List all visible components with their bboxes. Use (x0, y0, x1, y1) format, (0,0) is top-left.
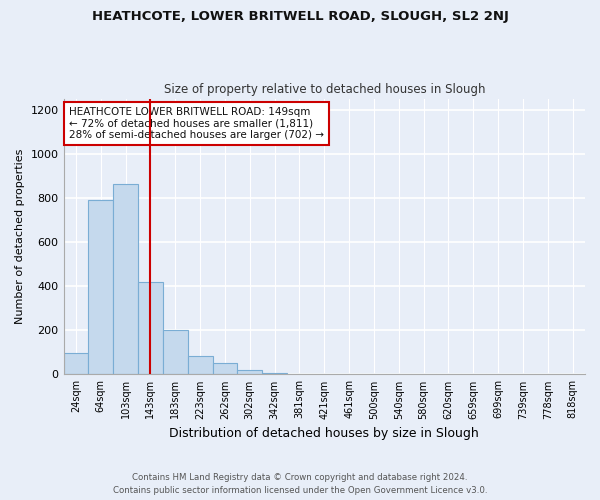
Y-axis label: Number of detached properties: Number of detached properties (15, 149, 25, 324)
Bar (64, 354, 88, 374)
Bar (163, 330, 188, 374)
Text: HEATHCOTE, LOWER BRITWELL ROAD, SLOUGH, SL2 2NJ: HEATHCOTE, LOWER BRITWELL ROAD, SLOUGH, … (92, 10, 508, 23)
Bar (138, 282, 163, 374)
Title: Size of property relative to detached houses in Slough: Size of property relative to detached ho… (164, 83, 485, 96)
Text: HEATHCOTE LOWER BRITWELL ROAD: 149sqm
← 72% of detached houses are smaller (1,81: HEATHCOTE LOWER BRITWELL ROAD: 149sqm ← … (69, 107, 324, 140)
Text: Contains HM Land Registry data © Crown copyright and database right 2024.
Contai: Contains HM Land Registry data © Crown c… (113, 473, 487, 495)
Bar (88, 200, 113, 374)
X-axis label: Distribution of detached houses by size in Slough: Distribution of detached houses by size … (169, 427, 479, 440)
Bar (212, 364, 238, 374)
Bar (238, 370, 262, 374)
Bar (188, 356, 212, 374)
Bar (113, 184, 138, 374)
